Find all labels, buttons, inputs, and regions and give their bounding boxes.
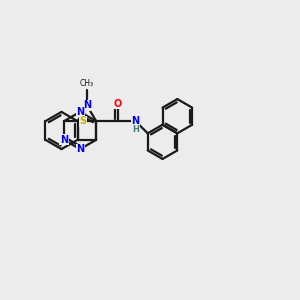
Text: O: O [114, 98, 122, 109]
Text: N: N [76, 107, 84, 117]
Text: N: N [131, 116, 140, 126]
Text: N: N [60, 135, 68, 145]
Text: CH₃: CH₃ [80, 79, 94, 88]
Text: N: N [83, 100, 91, 110]
Text: N: N [76, 144, 84, 154]
Text: H: H [132, 125, 139, 134]
Text: S: S [79, 116, 86, 126]
